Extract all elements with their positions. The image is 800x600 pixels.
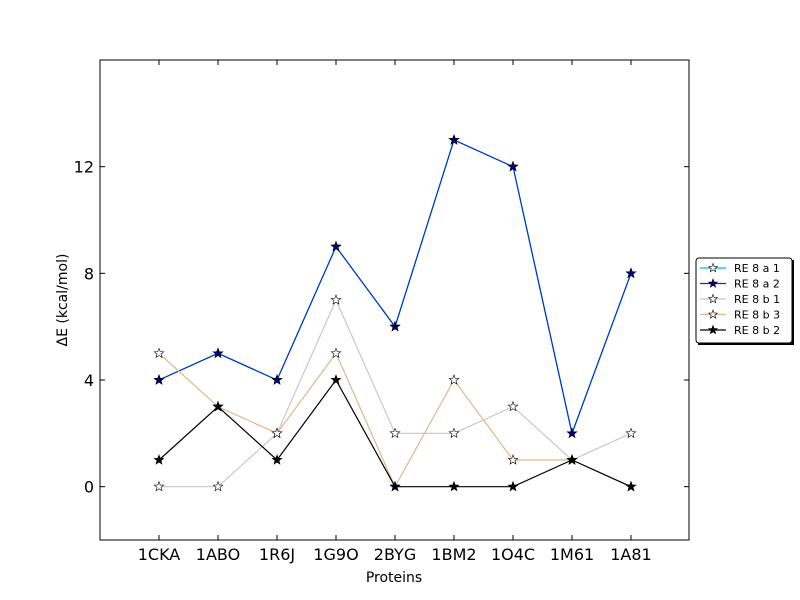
plot-area	[99, 59, 690, 541]
legend-marker	[707, 262, 719, 273]
x-axis-ticks: 1CKA 1ABO 1R6J 1G9O 2BYG 1BM2 1O4C 1M61 1A81	[138, 60, 652, 564]
x-tick-label: 1M61	[550, 545, 594, 564]
x-tick-label: 1G9O	[313, 545, 358, 564]
y-axis-ticks: 0 4 8 12	[74, 158, 689, 497]
data-point	[566, 427, 578, 439]
legend-entry: RE 8 b 2	[700, 324, 780, 337]
data-point	[330, 374, 342, 385]
legend-entry: RE 8 b 3	[700, 309, 780, 322]
data-point	[625, 267, 637, 279]
series-layer	[153, 134, 637, 492]
data-point	[625, 480, 637, 492]
legend-marker	[707, 293, 719, 304]
x-tick-label: 1O4C	[491, 545, 535, 564]
legend-label: RE 8 b 3	[734, 309, 780, 322]
x-tick-label: 1R6J	[259, 545, 295, 564]
y-tick-label: 0	[84, 478, 94, 497]
data-point	[212, 347, 224, 359]
data-point	[153, 374, 165, 385]
data-point	[507, 400, 519, 412]
data-point	[389, 427, 401, 439]
legend-label: RE 8 b 2	[734, 324, 780, 337]
x-tick-label: 2BYG	[374, 545, 416, 564]
x-tick-label: 1ABO	[196, 545, 240, 564]
data-point	[153, 347, 165, 359]
x-tick-label: 1A81	[610, 545, 651, 564]
data-point	[389, 320, 401, 332]
data-point	[212, 400, 224, 412]
data-point	[625, 427, 637, 439]
legend-label: RE 8 b 1	[734, 293, 780, 306]
data-point	[330, 347, 342, 359]
data-point	[330, 240, 342, 252]
data-point	[507, 480, 519, 492]
data-point	[507, 454, 519, 465]
legend-label: RE 8 a 1	[734, 262, 780, 275]
data-point	[271, 454, 283, 465]
y-tick-label: 4	[84, 371, 94, 390]
data-point	[271, 427, 283, 439]
legend-entry: RE 8 a 2	[700, 278, 780, 291]
data-point	[389, 480, 401, 492]
legend-box	[695, 257, 793, 344]
data-point	[212, 480, 224, 492]
legend-entry: RE 8 a 1	[700, 262, 780, 275]
x-axis-label: Proteins	[366, 570, 422, 586]
legend-marker	[707, 324, 719, 335]
data-point	[271, 374, 283, 385]
data-point	[448, 480, 460, 492]
y-tick-label: 12	[74, 158, 94, 177]
data-point	[448, 427, 460, 439]
legend-marker	[707, 309, 719, 319]
data-point	[507, 160, 519, 172]
data-point	[153, 454, 165, 465]
legend: RE 8 a 1 RE 8 a 2 RE 8 b 1 RE 8 b 3 RE 8 b 2	[695, 257, 794, 345]
series-re-8-b-2	[153, 374, 637, 492]
x-tick-label: 1BM2	[431, 545, 476, 564]
data-point	[153, 480, 165, 492]
series-re-8-a-2	[153, 134, 637, 439]
x-tick-label: 1CKA	[138, 545, 181, 564]
data-point	[448, 374, 460, 385]
y-tick-label: 8	[84, 264, 94, 283]
legend-marker	[707, 278, 719, 288]
data-point	[448, 134, 460, 145]
data-point	[566, 454, 578, 465]
legend-entry: RE 8 b 1	[700, 293, 780, 306]
legend-label: RE 8 a 2	[734, 278, 780, 291]
y-axis-label: ΔE (kcal/mol)	[55, 254, 71, 347]
data-point	[330, 294, 342, 305]
